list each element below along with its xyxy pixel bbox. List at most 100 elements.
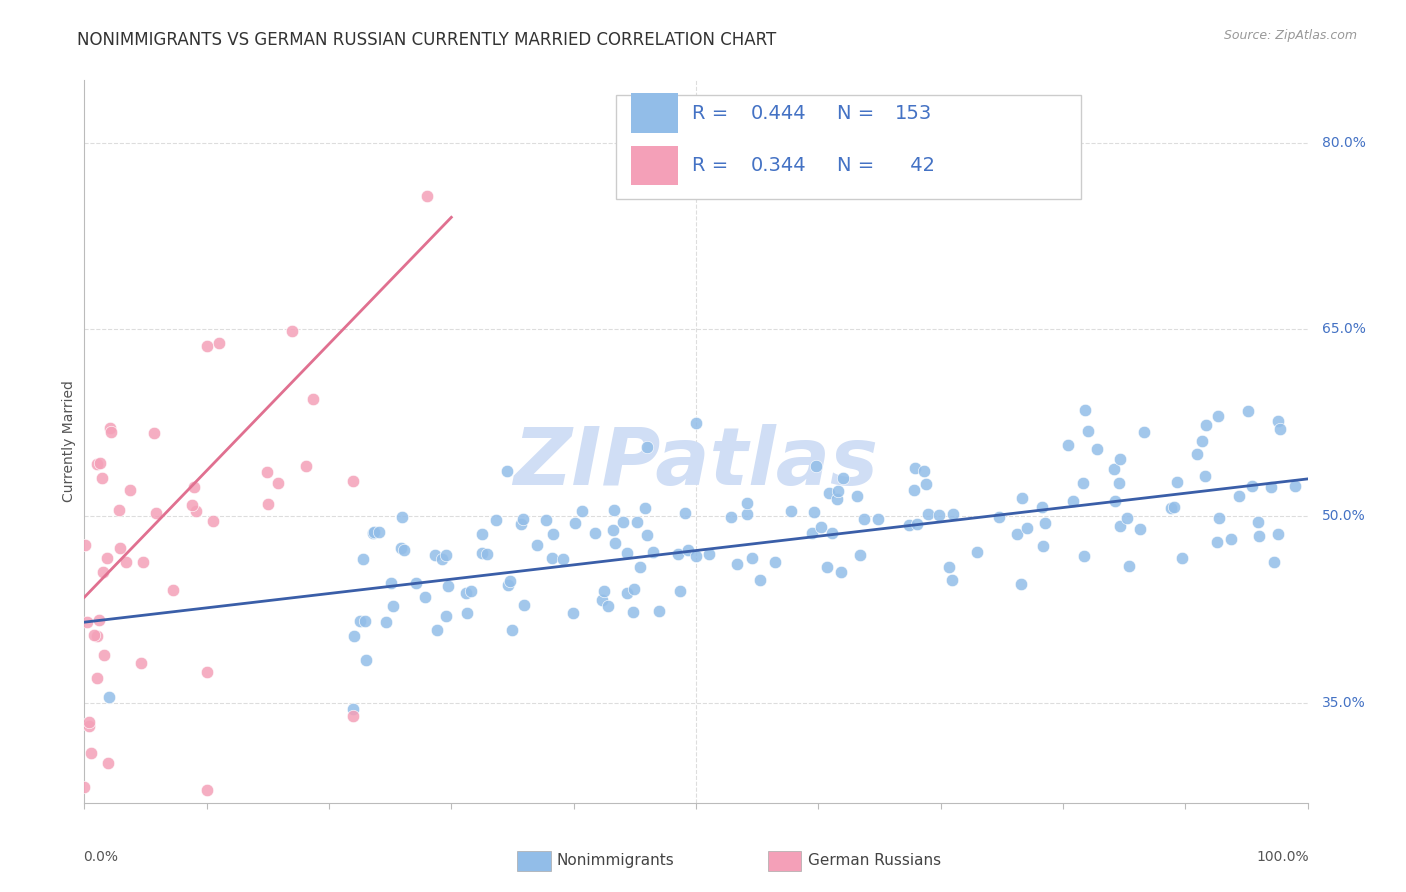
- Point: [91, 566, 114, 580]
- Point: [853, 512, 876, 526]
- Point: [780, 504, 803, 518]
- Point: [1102, 461, 1125, 475]
- Point: [1208, 511, 1230, 525]
- Point: [564, 516, 586, 530]
- Point: [1191, 434, 1213, 448]
- Point: [616, 586, 638, 600]
- Point: [208, 336, 231, 351]
- Point: [817, 486, 839, 500]
- Text: 80.0%: 80.0%: [1322, 136, 1367, 150]
- Point: [541, 526, 564, 541]
- Point: [676, 542, 699, 557]
- Point: [183, 480, 205, 494]
- Point: [405, 576, 427, 591]
- Bar: [631, 93, 678, 133]
- Point: [391, 510, 413, 524]
- Point: [512, 512, 534, 526]
- Point: [748, 573, 770, 587]
- Point: [727, 557, 749, 571]
- Point: [830, 565, 852, 579]
- Point: [1129, 522, 1152, 536]
- Point: [1240, 479, 1263, 493]
- Point: [1108, 452, 1130, 467]
- Point: [621, 606, 644, 620]
- Point: [583, 526, 606, 541]
- Point: [454, 586, 477, 600]
- Point: [342, 708, 364, 723]
- Point: [108, 503, 131, 517]
- Point: [145, 506, 167, 520]
- Point: [1116, 510, 1139, 524]
- Point: [499, 574, 522, 588]
- Point: [1263, 555, 1285, 569]
- Point: [914, 477, 936, 491]
- Text: German Russians: German Russians: [808, 854, 942, 868]
- Point: [256, 498, 278, 512]
- Point: [1163, 500, 1185, 515]
- Point: [1220, 532, 1243, 546]
- Point: [343, 629, 366, 643]
- Point: [1085, 442, 1108, 457]
- Point: [648, 604, 671, 618]
- Point: [434, 609, 457, 624]
- Point: [1260, 480, 1282, 494]
- Point: [83, 628, 105, 642]
- Point: [596, 599, 619, 613]
- Point: [1108, 476, 1130, 491]
- Point: [831, 471, 853, 485]
- Point: [186, 504, 208, 518]
- Point: [720, 510, 742, 524]
- Text: 65.0%: 65.0%: [1322, 322, 1367, 336]
- Point: [941, 574, 963, 588]
- Point: [77, 714, 100, 729]
- Point: [368, 525, 391, 540]
- Point: [668, 583, 690, 598]
- Point: [108, 541, 131, 555]
- Point: [98, 421, 121, 435]
- Point: [562, 607, 585, 621]
- Text: 0.0%: 0.0%: [83, 850, 118, 863]
- Point: [673, 506, 696, 520]
- Point: [87, 613, 110, 627]
- Point: [1206, 535, 1229, 549]
- Point: [80, 746, 103, 760]
- Point: [380, 576, 402, 591]
- Point: [912, 464, 935, 478]
- Point: [804, 459, 827, 474]
- Point: [536, 512, 558, 526]
- Point: [342, 474, 364, 488]
- Point: [100, 425, 122, 439]
- Point: [553, 552, 575, 566]
- Point: [86, 629, 108, 643]
- Text: 42: 42: [904, 156, 935, 175]
- Text: N =: N =: [837, 103, 880, 122]
- Point: [73, 538, 96, 552]
- Point: [302, 392, 325, 406]
- Point: [89, 457, 111, 471]
- Point: [603, 536, 626, 550]
- Point: [361, 526, 384, 541]
- Text: R =: R =: [692, 103, 735, 122]
- Point: [1076, 424, 1098, 438]
- Point: [904, 460, 927, 475]
- Point: [132, 555, 155, 569]
- Point: [256, 466, 278, 480]
- Text: NONIMMIGRANTS VS GERMAN RUSSIAN CURRENTLY MARRIED CORRELATION CHART: NONIMMIGRANTS VS GERMAN RUSSIAN CURRENTL…: [77, 31, 776, 49]
- Point: [810, 519, 832, 533]
- Point: [475, 547, 498, 561]
- Point: [1237, 404, 1260, 418]
- Point: [623, 582, 645, 596]
- Point: [1195, 417, 1218, 432]
- Point: [571, 504, 593, 518]
- Point: [416, 188, 439, 202]
- Point: [1073, 549, 1095, 563]
- Point: [987, 509, 1010, 524]
- Point: [803, 505, 825, 519]
- Point: [685, 416, 707, 430]
- Text: ZIPatlas: ZIPatlas: [513, 425, 879, 502]
- Point: [1166, 475, 1188, 489]
- Point: [1031, 500, 1053, 514]
- Point: [593, 584, 616, 599]
- Point: [485, 513, 508, 527]
- Point: [626, 516, 648, 530]
